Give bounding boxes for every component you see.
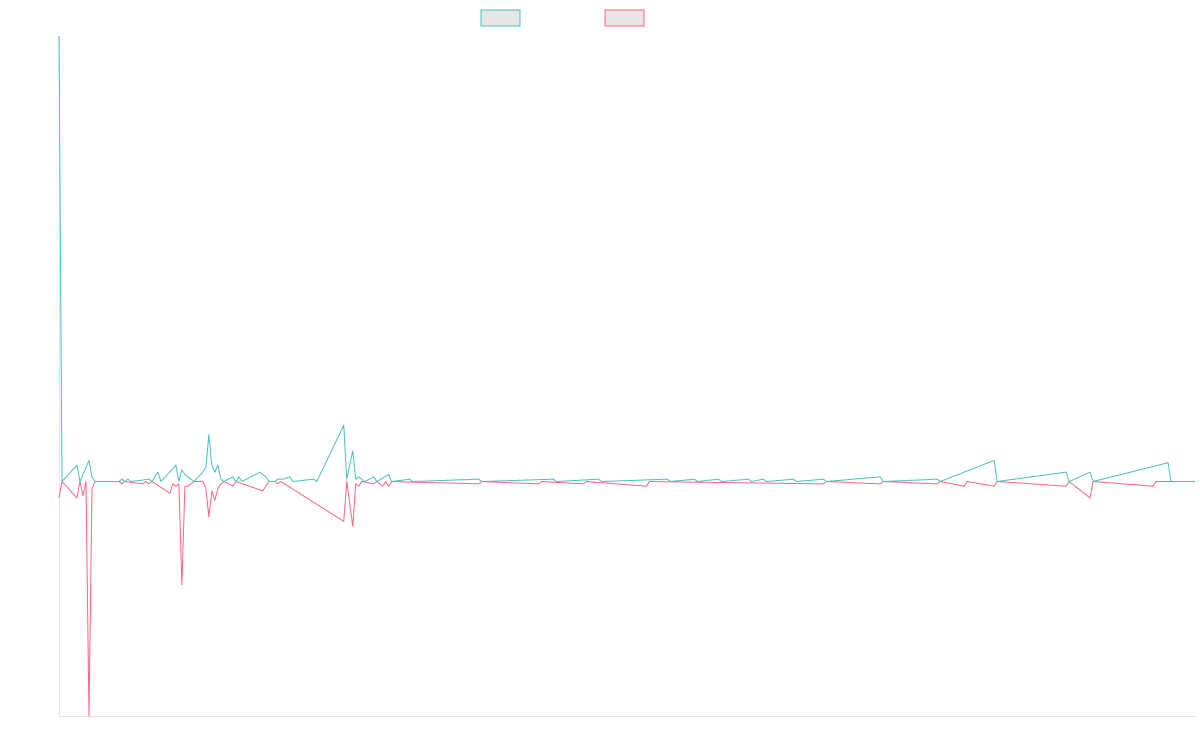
series-line-2 [58,481,1195,717]
legend [480,9,645,27]
series-line-1 [58,35,1195,483]
legend-swatch-2[interactable] [604,9,645,27]
series-layer [58,35,1195,717]
legend-swatch-1[interactable] [480,9,521,27]
